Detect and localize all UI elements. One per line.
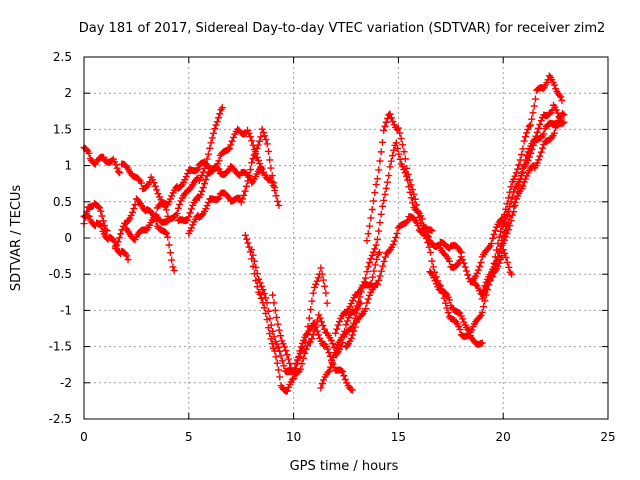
y-tick-label: -1 xyxy=(60,303,72,317)
series-markers xyxy=(269,264,331,377)
x-tick-labels: 0 5 10 15 20 25 xyxy=(80,430,615,444)
x-axis-label: GPS time / hours xyxy=(290,459,399,474)
x-tick-label: 10 xyxy=(286,430,301,444)
series-markers xyxy=(317,248,384,392)
series-markers xyxy=(332,139,436,337)
series-markers xyxy=(185,125,279,237)
series-track-13 xyxy=(317,248,384,392)
series-markers xyxy=(363,110,486,348)
series-markers xyxy=(80,144,124,177)
y-tick-label: -2.5 xyxy=(49,412,72,426)
series-markers xyxy=(122,104,226,244)
axis-ticks xyxy=(83,56,609,420)
y-tick-label: 1.5 xyxy=(53,122,72,136)
series-markers xyxy=(478,101,566,299)
y-axis-label: SDTVAR / TECUs xyxy=(9,185,24,292)
series-track-6 xyxy=(122,104,226,244)
y-tick-label: -2 xyxy=(60,376,72,390)
series-track-22 xyxy=(489,118,568,273)
series-track-9 xyxy=(185,125,279,237)
series-markers xyxy=(468,72,566,285)
grid xyxy=(84,57,608,419)
x-tick-label: 15 xyxy=(391,430,406,444)
y-tick-label: -0.5 xyxy=(49,267,72,281)
series-track-14 xyxy=(332,139,436,337)
series-track-19 xyxy=(468,72,566,285)
series-track-8 xyxy=(174,125,266,225)
y-tick-label: 2 xyxy=(64,86,72,100)
series-markers xyxy=(80,199,111,235)
x-tick-label: 25 xyxy=(600,430,615,444)
x-tick-label: 0 xyxy=(80,430,88,444)
y-tick-label: 1 xyxy=(64,159,72,173)
series-markers xyxy=(489,118,568,273)
y-tick-label: -1.5 xyxy=(49,340,72,354)
y-tick-labels: -2.5 -2 -1.5 -1 -0.5 0 0.5 1 1.5 2 2.5 xyxy=(49,50,72,426)
chart-title: Day 181 of 2017, Sidereal Day-to-day VTE… xyxy=(79,21,606,36)
x-tick-label: 5 xyxy=(185,430,193,444)
series-track-3 xyxy=(80,199,111,235)
series-track-1 xyxy=(80,144,124,177)
x-tick-label: 20 xyxy=(496,430,511,444)
series-markers xyxy=(174,125,266,225)
series-track-16 xyxy=(363,110,486,348)
y-tick-label: 0.5 xyxy=(53,195,72,209)
series-track-12 xyxy=(269,264,331,377)
y-tick-label: 2.5 xyxy=(53,50,72,64)
series-track-20 xyxy=(478,101,566,299)
series-track-11 xyxy=(248,246,365,378)
y-tick-label: 0 xyxy=(64,231,72,245)
series-markers xyxy=(248,246,365,378)
data-series-layer xyxy=(80,72,568,395)
